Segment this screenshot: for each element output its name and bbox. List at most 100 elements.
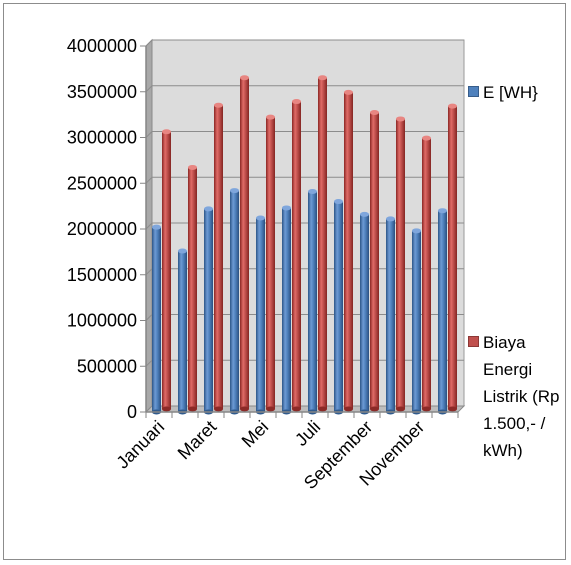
bar-top (266, 114, 275, 120)
bar-top (282, 205, 291, 211)
bar-body (360, 214, 369, 412)
bar-body (230, 190, 239, 412)
bar-body (396, 118, 405, 409)
bar-cost (318, 75, 327, 412)
bar-base (422, 406, 431, 412)
bar-top (396, 116, 405, 122)
bar-energy (386, 216, 395, 415)
bar-top (344, 89, 353, 95)
bar-top (152, 224, 161, 230)
bar-cost (240, 75, 249, 412)
bar-body (318, 77, 327, 410)
bar-cost (448, 103, 457, 412)
bar-base (396, 406, 405, 412)
bar-energy (178, 248, 187, 415)
bar-energy (308, 188, 317, 415)
y-tick-label: 3500000 (67, 82, 137, 102)
legend-item-e: E [WH} (468, 79, 538, 106)
y-tick-labels: 0 500000 1000000 1500000 2000000 2500000 30000… (67, 36, 137, 422)
bar-top (422, 135, 431, 141)
bar-body (240, 77, 249, 410)
bar-base (344, 406, 353, 412)
bar-body (308, 191, 317, 412)
bar-body (256, 218, 265, 412)
x-tick-label: Juli (291, 417, 324, 450)
bar-body (282, 207, 291, 412)
bar-energy (230, 188, 239, 415)
y-tick-label: 1500000 (67, 265, 137, 285)
bar-body (412, 230, 421, 412)
bar-cost (344, 89, 353, 412)
bar-body (204, 208, 213, 412)
bar-top (308, 188, 317, 194)
bar-top (412, 228, 421, 234)
bar-base (188, 406, 197, 412)
bar-body (334, 201, 343, 412)
bar-cost (422, 135, 431, 412)
bar-body (266, 117, 275, 410)
y-tick-label: 500000 (77, 356, 137, 376)
bar-base (162, 406, 171, 412)
bar-base (214, 406, 223, 412)
y-tick-label: 2500000 (67, 173, 137, 193)
legend-item-biaya: Biaya Energi Listrik (Rp 1.500,- / kWh) (468, 329, 568, 464)
bar-top (360, 211, 369, 217)
bar-body (214, 105, 223, 409)
bars (152, 75, 457, 415)
gridline-side (145, 268, 153, 276)
bar-energy (360, 211, 369, 415)
gridline-side (145, 176, 153, 184)
bar-top (334, 199, 343, 205)
bar-energy (438, 208, 447, 415)
x-tick-label: Maret (174, 417, 221, 464)
bar-cost (396, 116, 405, 412)
y-tick-label: 3000000 (67, 128, 137, 148)
bar-body (178, 250, 187, 412)
legend-label-biaya: Biaya Energi Listrik (Rp 1.500,- / kWh) (483, 333, 560, 460)
y-tick-label: 1000000 (67, 311, 137, 331)
legend-swatch-e (468, 86, 479, 97)
bar-base (266, 406, 275, 412)
bar-top (240, 75, 249, 81)
bar-base (448, 406, 457, 412)
gridline-side (145, 39, 153, 47)
bar-top (188, 164, 197, 170)
gridline-side (145, 222, 153, 230)
legend-swatch-biaya (468, 336, 479, 347)
bar-top (230, 188, 239, 194)
bar-top (214, 102, 223, 108)
y-tick-label: 2000000 (67, 219, 137, 239)
bar-cost (370, 110, 379, 412)
bar-base (318, 406, 327, 412)
y-tick-label: 0 (127, 402, 137, 422)
bar-energy (412, 228, 421, 415)
bar-top (318, 75, 327, 81)
bar-top (448, 103, 457, 109)
bar-body (438, 210, 447, 412)
bar-top (386, 216, 395, 222)
gridline-side (145, 314, 153, 321)
bar-base (370, 406, 379, 412)
bar-energy (204, 206, 213, 415)
bar-body (386, 218, 395, 412)
bar-energy (256, 215, 265, 415)
bar-body (370, 112, 379, 409)
bar-top (292, 99, 301, 105)
x-tick-label: Januari (112, 417, 168, 473)
bar-cost (188, 164, 197, 412)
bar-base (240, 406, 249, 412)
bar-top (438, 208, 447, 214)
bar-base (292, 406, 301, 412)
bar-top (204, 206, 213, 212)
gridline-side (145, 131, 153, 138)
bar-energy (334, 199, 343, 415)
bar-energy (152, 224, 161, 415)
bar-body (188, 167, 197, 409)
bar-top (178, 248, 187, 254)
bar-top (370, 110, 379, 116)
x-tick-label: Mei (238, 417, 273, 452)
bar-body (292, 101, 301, 409)
bar-cost (162, 129, 171, 412)
